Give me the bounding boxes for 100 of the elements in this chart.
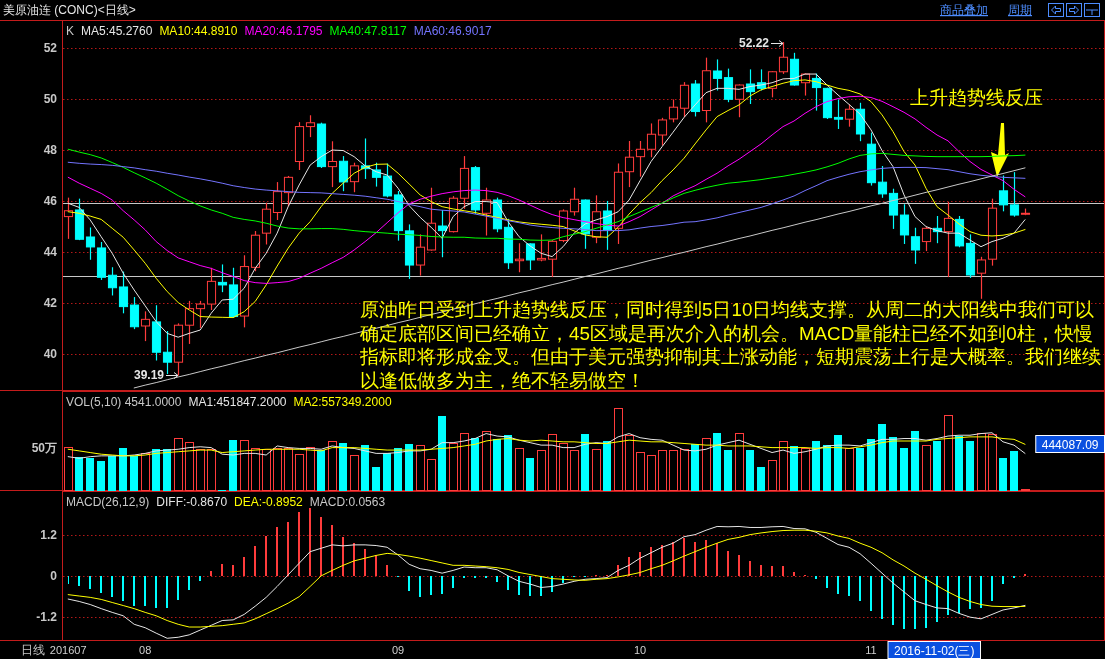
bar	[856, 447, 865, 491]
candlestick	[437, 210, 448, 258]
bar	[283, 447, 293, 491]
bar	[921, 445, 931, 491]
x-tick-label: 08	[139, 644, 152, 656]
text: 商品叠加	[940, 3, 988, 17]
candlestick	[206, 267, 217, 311]
y-tick-label: 46	[43, 194, 58, 209]
bar	[911, 431, 920, 491]
candlestick	[85, 227, 96, 260]
annotation: 原油昨日受到上升趋势线反压，同时得到5日10日均线支撑。从周二的大阳线中我们可以确定底部区间已经确立，45区域是再次介入的机会。MACD量能柱已经不如到0柱，快慢指标即将形成金叉。但由于美元强势抑制其上涨动能，短期震荡上行是大概率。我们继续以逢低做多为主，绝不轻易做空！	[359, 299, 1101, 392]
bar	[591, 448, 601, 491]
bar	[493, 439, 502, 491]
bar	[317, 450, 326, 491]
bar	[834, 435, 843, 491]
bar	[526, 457, 535, 491]
y-tick-label: 1.2	[40, 527, 58, 542]
y-tick-label: 50	[43, 92, 58, 107]
y-tick-label: 0	[50, 568, 58, 583]
bar	[349, 454, 359, 491]
bar	[163, 449, 172, 491]
text: 周期	[1008, 3, 1032, 17]
legend-title: K	[66, 23, 75, 38]
bar	[405, 444, 414, 491]
candlestick	[646, 123, 657, 158]
y-tick-label: 44	[43, 245, 58, 260]
candlestick	[261, 202, 272, 245]
candlestick	[349, 162, 360, 193]
bar	[361, 445, 370, 491]
candlestick	[668, 99, 679, 123]
bar	[152, 449, 161, 491]
candlestick	[415, 234, 426, 276]
bar	[757, 466, 766, 491]
candlestick	[305, 115, 316, 138]
bar	[272, 447, 282, 491]
candlestick	[624, 141, 635, 188]
candlestick	[888, 188, 899, 229]
x-tick-label: 11	[865, 644, 877, 656]
candlestick	[657, 117, 668, 146]
candlestick	[327, 141, 338, 188]
text: 2016-11-02(三)	[894, 643, 975, 658]
y-tick-label: 40	[43, 347, 58, 362]
x-tick-label: 09	[392, 644, 405, 656]
candlestick	[283, 175, 294, 207]
text: MA1:451847.2000	[188, 394, 287, 409]
x-tick-label: 10	[633, 644, 647, 656]
candlestick	[943, 201, 954, 278]
bar	[229, 440, 238, 491]
y-tick-label: 48	[43, 143, 58, 158]
text: MA60:46.9017	[413, 23, 493, 38]
bar	[140, 452, 150, 491]
text: MA2:557349.2000	[293, 394, 392, 409]
bar	[97, 460, 106, 491]
bar	[514, 447, 524, 491]
bar	[581, 434, 590, 491]
candlestick	[1009, 172, 1020, 217]
bar	[943, 414, 953, 491]
candlestick	[569, 187, 580, 216]
candlestick	[129, 297, 140, 330]
candlestick	[272, 182, 283, 220]
bar	[339, 442, 348, 491]
candlestick	[778, 42, 789, 74]
candlestick	[877, 166, 888, 198]
bar	[86, 457, 95, 491]
bar	[800, 447, 810, 491]
candlestick	[195, 300, 206, 328]
bar	[691, 444, 700, 491]
candlestick	[734, 84, 745, 118]
candlestick	[536, 234, 547, 262]
candlestick	[184, 300, 195, 344]
bar	[383, 453, 392, 491]
candlestick	[140, 311, 151, 342]
bar	[261, 448, 271, 491]
y-tick-label: 52	[43, 41, 58, 56]
candlestick	[723, 68, 734, 103]
bar	[900, 448, 909, 491]
bar	[812, 441, 821, 491]
bar	[504, 435, 513, 491]
x-axis-title: 日线	[21, 643, 45, 657]
candlestick	[481, 187, 492, 236]
bar	[724, 450, 733, 491]
annotation: 39.19	[133, 368, 165, 382]
bar	[327, 440, 337, 491]
candlestick	[107, 267, 118, 296]
bar	[481, 431, 491, 491]
candlestick	[382, 163, 393, 198]
bar	[889, 436, 898, 491]
legend-title: VOL(5,10) 4541.0000	[66, 394, 182, 409]
bar	[790, 445, 799, 491]
candlestick	[998, 175, 1009, 212]
annotation: 上升趋势线反压	[910, 87, 1043, 108]
annotation: MACD:0.0563	[309, 494, 386, 509]
bar	[933, 441, 942, 491]
text: 444087.09	[1041, 437, 1099, 452]
bar	[734, 433, 744, 491]
bar	[878, 423, 887, 491]
candlestick	[899, 204, 910, 244]
bar	[119, 448, 128, 491]
text: DEA:-0.8952	[234, 494, 304, 509]
candlestick	[910, 227, 921, 264]
